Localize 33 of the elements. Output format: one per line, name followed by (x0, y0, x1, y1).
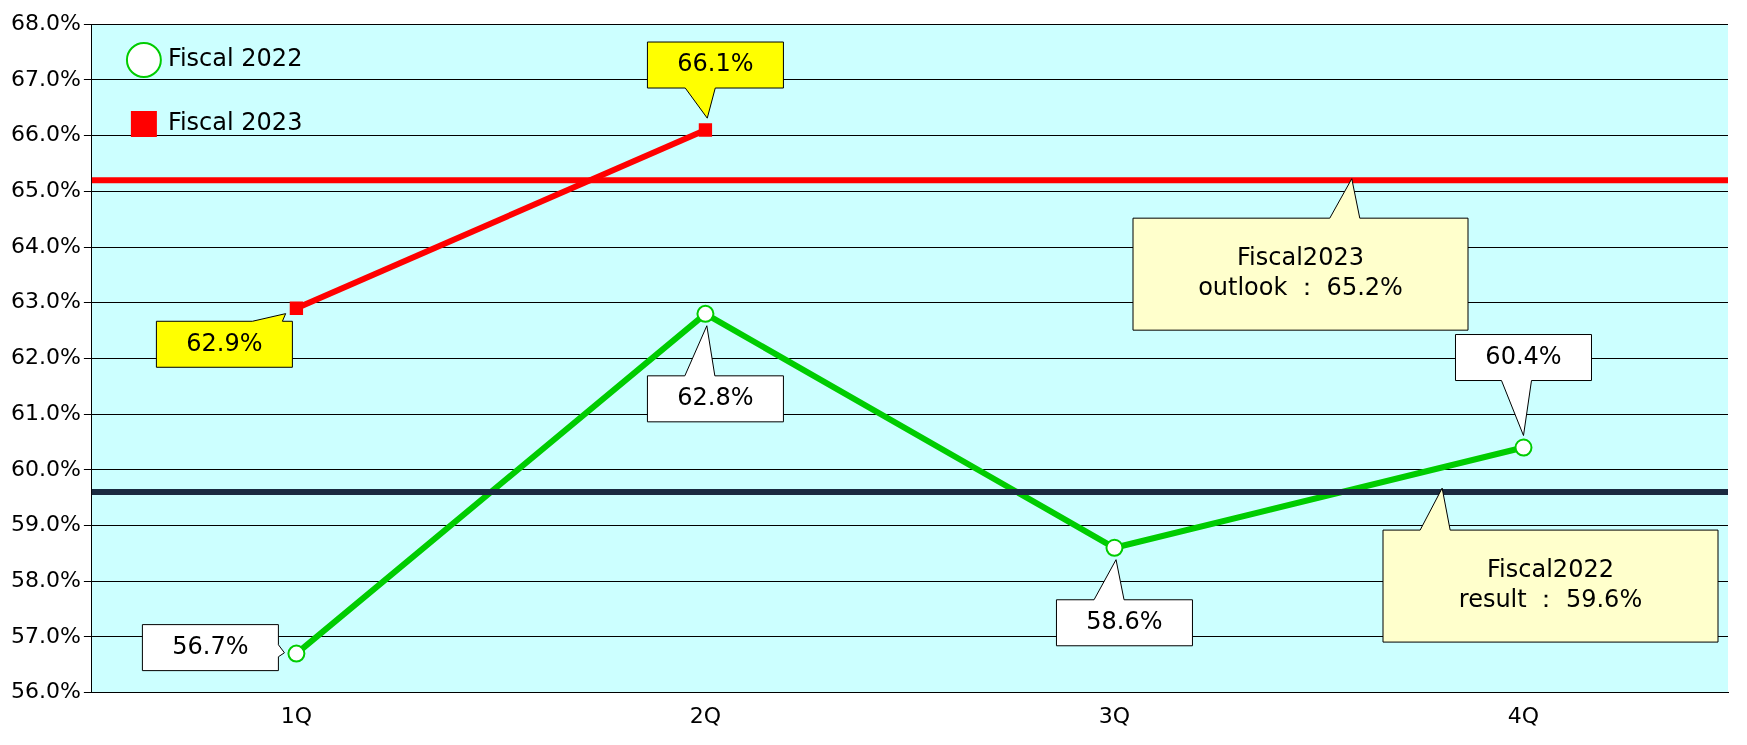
y-tick-label: 58.0% (11, 566, 81, 592)
point (696, 304, 715, 323)
x-tick-label: 2Q (689, 702, 722, 728)
y-tick-label: 63.0% (11, 288, 81, 314)
x-tick-label: 1Q (280, 702, 313, 728)
legend-label: Fiscal 2023 (167, 108, 303, 137)
y-tick-label: 61.0% (11, 399, 81, 425)
legend-label: Fiscal 2022 (167, 44, 303, 73)
point (698, 123, 713, 137)
y-tick-label: 59.0% (11, 511, 81, 537)
y-tick-label: 57.0% (11, 622, 81, 648)
ref-line-label: Fiscal2023 outlook ： 65.2% (1198, 243, 1403, 302)
data-label: 62.8% (677, 383, 754, 412)
y-tick-label: 60.0% (11, 455, 81, 481)
y-tick-label: 62.0% (11, 344, 81, 370)
data-label: 66.1% (677, 49, 754, 78)
y-tick-label: 68.0% (11, 9, 81, 35)
y-tick-label: 67.0% (11, 65, 81, 91)
point (1514, 438, 1533, 457)
y-tick-label: 66.0% (11, 121, 81, 147)
data-label: 58.6% (1086, 607, 1163, 636)
data-label: 60.4% (1485, 341, 1562, 370)
y-tick-label: 56.0% (11, 678, 81, 704)
data-label: 62.9% (186, 328, 263, 357)
point (1105, 538, 1124, 557)
data-label: 56.7% (172, 631, 249, 660)
point (287, 644, 306, 663)
x-tick-label: 4Q (1507, 702, 1540, 728)
x-tick-label: 3Q (1098, 702, 1131, 728)
point (289, 301, 304, 315)
ref-line-label: Fiscal2022 result ： 59.6% (1458, 555, 1643, 614)
y-tick-label: 65.0% (11, 177, 81, 203)
y-tick-label: 64.0% (11, 232, 81, 258)
